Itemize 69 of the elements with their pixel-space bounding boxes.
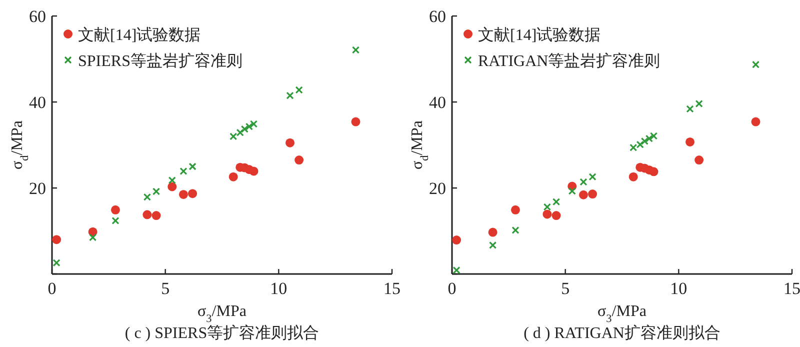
point xyxy=(188,189,198,198)
legend-label: 文献[14]试验数据 xyxy=(478,26,601,44)
point xyxy=(168,182,177,192)
point xyxy=(543,203,551,211)
point xyxy=(580,178,588,186)
x-tick-label: 0 xyxy=(448,279,456,298)
y-tick-label: 20 xyxy=(29,179,46,198)
point xyxy=(568,187,576,195)
point xyxy=(649,167,658,176)
point xyxy=(628,172,638,182)
point xyxy=(110,205,120,214)
x-tick-label: 15 xyxy=(784,279,800,298)
x-tick-label: 5 xyxy=(561,279,570,298)
point xyxy=(510,205,520,214)
point xyxy=(351,117,360,126)
point xyxy=(249,166,258,176)
x-tick-label: 10 xyxy=(670,279,688,298)
point xyxy=(236,128,244,136)
point xyxy=(168,176,176,184)
x-axis-title: σ$_{3}$/MPa xyxy=(198,303,246,325)
point xyxy=(752,60,760,68)
point xyxy=(152,211,161,220)
point xyxy=(142,210,152,220)
point xyxy=(552,198,560,206)
point xyxy=(52,259,60,267)
point xyxy=(488,228,498,237)
point xyxy=(112,216,120,224)
y-tick-label: 40 xyxy=(429,93,446,112)
text: ( c ) SPIERS等扩容准则拟合 xyxy=(124,324,320,342)
legend-label: RATIGAN等盐岩扩容准则 xyxy=(478,52,660,70)
legend-label: 文献[14]试验数据 xyxy=(78,26,201,44)
point xyxy=(294,156,304,165)
x-tick-label: 5 xyxy=(161,279,170,298)
point xyxy=(694,156,704,165)
x-tick-label: 15 xyxy=(384,279,400,298)
point xyxy=(686,137,694,146)
point xyxy=(352,46,360,54)
point xyxy=(143,193,151,201)
text: ( d ) RATIGAN扩容准则拟合 xyxy=(524,324,720,342)
point xyxy=(489,241,497,249)
point xyxy=(188,162,196,170)
point xyxy=(180,167,188,176)
x-axis-title: σ$_{3}$/MPa xyxy=(598,303,646,325)
point xyxy=(286,92,294,100)
point xyxy=(452,236,462,245)
point xyxy=(552,211,561,220)
point xyxy=(89,234,97,242)
x-tick-label: 0 xyxy=(48,279,56,298)
point xyxy=(751,117,760,126)
point xyxy=(286,138,294,148)
point xyxy=(578,190,588,200)
point xyxy=(228,172,238,182)
point xyxy=(588,190,598,199)
point xyxy=(152,188,160,196)
x-tick-label: 10 xyxy=(270,279,288,298)
point xyxy=(230,132,238,140)
y-tick-label: 60 xyxy=(429,7,446,26)
y-tick-label: 40 xyxy=(29,93,46,112)
y-tick-label: 60 xyxy=(29,7,46,26)
legend-label: SPIERS等盐岩扩容准则 xyxy=(78,52,242,70)
point xyxy=(588,173,596,181)
point xyxy=(695,100,703,108)
point xyxy=(686,105,694,113)
point xyxy=(178,190,188,199)
y-tick-label: 20 xyxy=(429,179,446,198)
point xyxy=(512,226,520,234)
point xyxy=(295,86,303,94)
point xyxy=(52,235,62,244)
point xyxy=(542,210,552,219)
